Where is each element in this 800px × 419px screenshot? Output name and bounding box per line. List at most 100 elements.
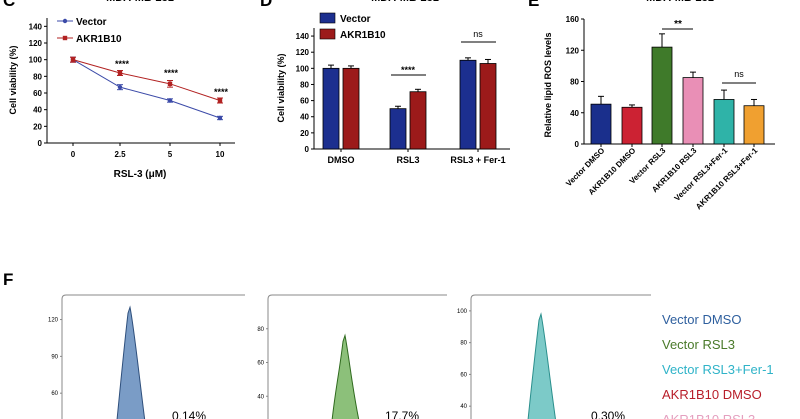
chart-f-histogram-frame	[267, 294, 447, 419]
chart-c-y-tick-label: 0	[38, 139, 43, 148]
chart-c-y-tick-label: 100	[29, 56, 43, 65]
chart-f-y-tick-label: 40	[257, 394, 264, 400]
chart-d-bar	[479, 63, 497, 150]
chart-d-bar	[322, 67, 340, 150]
chart-e: MDA-MB-231 0 40 80 120 160 Relative lipid ROS …	[543, 0, 775, 211]
chart-e-y-tick-label: 80	[570, 78, 579, 87]
chart-d-legend-swatch	[319, 28, 336, 40]
chart-c-legend-marker	[62, 35, 68, 41]
chart-d-significance: ****	[401, 65, 416, 75]
chart-c-point	[217, 115, 223, 121]
chart-d-bar	[389, 108, 407, 150]
chart-e-y-label: Relative lipid ROS levels	[543, 32, 553, 137]
chart-c-point	[70, 57, 76, 62]
chart-f-y-tick-label: 80	[257, 327, 264, 333]
chart-f-y-tick-label: 80	[460, 341, 467, 347]
chart-c-point	[117, 70, 123, 76]
chart-c-y-tick-label: 60	[33, 89, 42, 98]
chart-f-histogram-area	[527, 312, 556, 419]
chart-e-x-tick-label: Vector RSL3+Fer-1	[673, 146, 730, 203]
chart-e-y-tick-label: 120	[566, 46, 580, 55]
chart-f-percent-label: 0.14%	[172, 409, 206, 419]
chart-c-point	[117, 84, 123, 90]
chart-f-percent-label: 0.30%	[591, 409, 625, 419]
chart-d-y-label: Cell viability (%)	[276, 53, 286, 122]
chart-d-bar	[459, 59, 477, 150]
chart-d-x-tick-label: RSL3 + Fer-1	[450, 155, 505, 165]
chart-d-bar	[342, 67, 360, 150]
chart-d-significance: ns	[473, 29, 483, 39]
chart-f-legend-label: AKR1B10 DMSO	[662, 387, 762, 402]
panel-label-c: C	[3, 0, 15, 10]
chart-c-legend-label: AKR1B10	[76, 34, 122, 45]
chart-e-title: MDA-MB-231	[646, 0, 714, 4]
chart-d: MDA-MB-231 0 20 40 60 80 100 120 140 DMSO RSL3 RSL3…	[276, 0, 510, 165]
chart-c-y-tick-label: 20	[33, 122, 42, 131]
chart-f-y-tick-label: 60	[257, 361, 264, 367]
chart-c-x-tick-label: 5	[168, 150, 173, 159]
chart-e-y-tick-label: 0	[575, 140, 580, 149]
chart-e-bar	[682, 77, 704, 145]
chart-e-bar	[743, 105, 765, 145]
chart-f: 60 90 120 0.14% 40 60 80 17.7% 40 60 80 100 0.30% Vec…	[48, 294, 774, 419]
chart-d-legend-label: AKR1B10	[340, 30, 386, 41]
chart-e-y-tick-label: 160	[566, 15, 580, 24]
chart-e-significance: ns	[734, 69, 744, 79]
chart-c: MDA-MB-231 0 20 40 60 80 100 120 140 0 2.5 5 10 RSL-3…	[8, 0, 235, 180]
chart-c-x-label: RSL-3 (μM)	[114, 169, 167, 180]
chart-c-series-line	[72, 59, 221, 119]
chart-f-legend-label: AKR1B10 RSL3	[662, 412, 755, 419]
chart-d-y-tick-label: 60	[300, 97, 309, 106]
chart-c-point	[167, 98, 173, 103]
chart-c-legend-label: Vector	[76, 17, 107, 28]
chart-e-bar	[621, 106, 643, 145]
chart-f-legend-label: Vector DMSO	[662, 312, 741, 327]
chart-e-x-tick-label: AKR1B10 RSL3+Fer-1	[694, 146, 760, 212]
chart-d-bar	[409, 91, 427, 150]
chart-c-x-tick-label: 0	[71, 150, 76, 159]
chart-f-y-tick-label: 40	[460, 404, 467, 410]
chart-f-legend-label: Vector RSL3+Fer-1	[662, 362, 774, 377]
chart-f-histogram-area	[331, 333, 360, 419]
panel-label-e: E	[528, 0, 539, 10]
chart-d-y-tick-label: 40	[300, 113, 309, 122]
chart-f-y-tick-label: 60	[460, 372, 467, 378]
chart-d-y-tick-label: 120	[296, 48, 310, 57]
chart-d-y-tick-label: 20	[300, 129, 309, 138]
chart-e-bar	[713, 99, 735, 145]
chart-f-percent-label: 17.7%	[385, 409, 419, 419]
chart-c-significance: ****	[115, 59, 130, 69]
chart-d-x-tick-label: DMSO	[328, 155, 355, 165]
chart-f-y-tick-label: 90	[51, 354, 58, 360]
chart-c-x-tick-label: 10	[216, 150, 225, 159]
chart-d-legend-label: Vector	[340, 14, 371, 25]
chart-d-y-tick-label: 140	[296, 32, 310, 41]
chart-c-significance: ****	[214, 87, 229, 97]
chart-d-legend-swatch	[319, 12, 336, 24]
chart-e-y-tick-label: 40	[570, 109, 579, 118]
chart-c-significance: ****	[164, 68, 179, 78]
panel-label-d: D	[260, 0, 272, 10]
chart-f-y-tick-label: 100	[457, 309, 468, 315]
chart-f-histogram-frame	[61, 294, 245, 419]
chart-c-title: MDA-MB-231	[106, 0, 174, 4]
chart-c-y-label: Cell viability (%)	[8, 45, 18, 114]
chart-c-legend-marker	[62, 18, 68, 24]
chart-c-y-tick-label: 80	[33, 72, 42, 81]
chart-c-series-line	[72, 59, 221, 101]
chart-e-bar	[651, 46, 673, 145]
chart-d-y-tick-label: 80	[300, 80, 309, 89]
chart-e-significance: **	[674, 19, 682, 30]
chart-c-y-tick-label: 40	[33, 106, 42, 115]
chart-f-y-tick-label: 120	[48, 318, 59, 324]
chart-c-y-tick-label: 140	[29, 22, 43, 31]
chart-f-histogram-area	[116, 305, 146, 419]
chart-f-histogram-frame	[470, 294, 651, 419]
chart-c-x-tick-label: 2.5	[114, 150, 126, 159]
chart-f-y-tick-label: 60	[51, 391, 58, 397]
chart-f-legend-label: Vector RSL3	[662, 337, 735, 352]
chart-d-x-tick-label: RSL3	[396, 155, 419, 165]
panel-label-f: F	[3, 270, 13, 289]
chart-d-y-tick-label: 0	[305, 145, 310, 154]
